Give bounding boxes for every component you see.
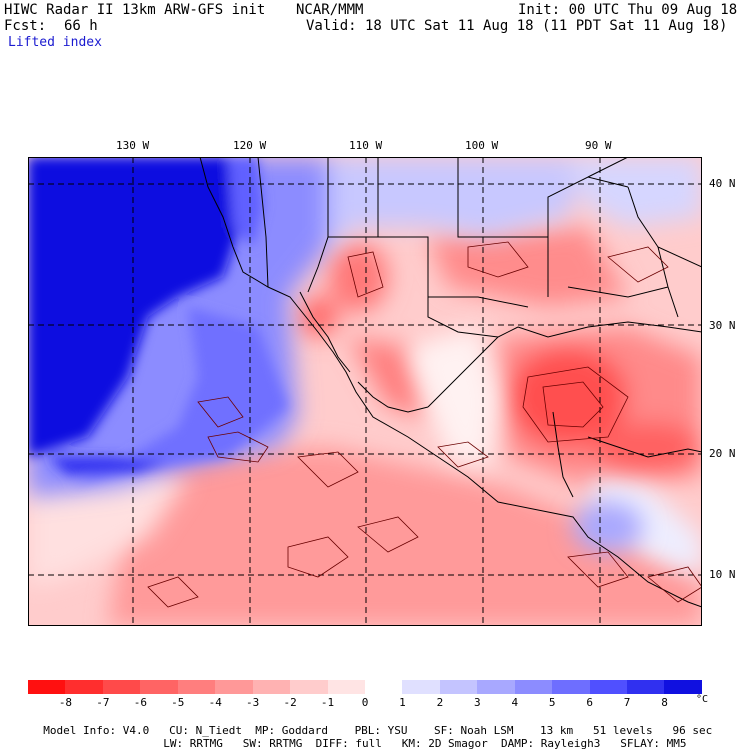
deep-blue-pacific: [28, 157, 288, 487]
footer-sflay: SFLAY: MM5: [620, 737, 687, 750]
lon-label-100w: 100 W: [465, 139, 499, 152]
colorbar-label: -5: [171, 696, 185, 709]
colorbar-label: 5: [548, 696, 556, 709]
colorbar-swatch: [290, 680, 328, 694]
contour-lines: [147, 241, 702, 608]
colorbar-swatch: [177, 680, 216, 694]
valid-time: Valid: 18 UTC Sat 11 Aug 18 (11 PDT Sat …: [306, 18, 728, 34]
colorbar-label: -4: [208, 696, 222, 709]
lifted-index-map: [28, 157, 702, 626]
colorbar-unit: °C: [696, 694, 709, 705]
org-label: NCAR/MMM: [296, 2, 364, 18]
neutral-areas: [28, 327, 702, 587]
colorbar-label: 2: [436, 696, 444, 709]
colorbar-swatch: [402, 680, 440, 694]
colorbar-label: 8: [661, 696, 668, 709]
colorbar: [28, 680, 702, 694]
footer-damp: DAMP: Rayleigh3: [501, 737, 601, 750]
colorbar-label: 1: [399, 696, 406, 709]
colorbar-swatch: [215, 680, 253, 694]
model-title: HIWC Radar II 13km ARW-GFS init: [4, 2, 266, 18]
colorbar-swatch: [252, 680, 291, 694]
colorbar-swatch: [102, 680, 141, 694]
footer-model-info: Model Info: V4.0: [43, 724, 150, 737]
footer-diff: DIFF: full: [315, 737, 382, 750]
lon-label-130w: 130 W: [116, 139, 150, 152]
footer-mp: MP: Goddard: [255, 724, 329, 737]
colorbar-swatch: [28, 680, 66, 694]
colorbar-swatch: [514, 680, 553, 694]
map-frame: [28, 157, 702, 626]
footer-line-2: LW: RRTMG SW: RRTMG DIFF: full KM: 2D Sm…: [150, 724, 687, 750]
footer-timestep: 96 sec: [672, 724, 713, 737]
footer-resolution: 13 km: [540, 724, 574, 737]
field-name: Lifted index: [8, 35, 102, 50]
colorbar-swatch: [65, 680, 103, 694]
colorbar-label: 0: [361, 696, 369, 709]
coastlines-borders: [199, 157, 702, 608]
lat-label-20n: 20 N: [709, 447, 736, 460]
colorbar-swatch: [589, 680, 627, 694]
colorbar-label: 4: [511, 696, 519, 709]
colorbar-label: -7: [96, 696, 110, 709]
colorbar-label: -6: [133, 696, 147, 709]
colorbar-swatch: [552, 680, 590, 694]
colorbar-swatch: [477, 680, 515, 694]
footer-lw: LW: RRTMG: [163, 737, 223, 750]
lon-label-110w: 110 W: [349, 139, 383, 152]
colorbar-label: 3: [474, 696, 481, 709]
footer-line-1: Model Info: V4.0 CU: N_Tiedt MP: Goddard…: [30, 711, 712, 737]
colorbar-label: -2: [283, 696, 297, 709]
colorbar-swatch: [664, 680, 702, 694]
colorbar-label: -1: [320, 696, 335, 709]
lat-label-30n: 30 N: [709, 319, 736, 332]
footer-sw: SW: RRTMG: [242, 737, 303, 750]
lon-label-90w: 90 W: [585, 139, 612, 152]
footer-cu: CU: N_Tiedt: [169, 724, 242, 737]
footer-levels: 51 levels: [593, 724, 653, 737]
graticule: [28, 157, 702, 626]
lat-label-10n: 10 N: [709, 568, 736, 581]
lon-label-120w: 120 W: [233, 139, 267, 152]
footer-km: KM: 2D Smagor: [401, 737, 488, 750]
colorbar-swatch: [327, 680, 365, 694]
footer-pbl: PBL: YSU: [354, 724, 408, 737]
colorbar-swatch: [439, 680, 478, 694]
colorbar-swatch: [140, 680, 178, 694]
colorbar-label: -3: [246, 696, 260, 709]
colorbar-swatch: [627, 680, 665, 694]
init-time: Init: 00 UTC Thu 09 Aug 18: [518, 2, 738, 18]
forecast-hours: 66 h: [64, 18, 98, 34]
forecast-label: Fcst:: [4, 18, 47, 34]
colorbar-label: 6: [586, 696, 593, 709]
colorbar-swatch: [364, 680, 403, 694]
colorbar-label: -8: [58, 696, 73, 709]
colorbar-label: 7: [623, 696, 631, 709]
footer-sf: SF: Noah LSM: [434, 724, 514, 737]
lat-label-40n: 40 N: [709, 177, 736, 190]
